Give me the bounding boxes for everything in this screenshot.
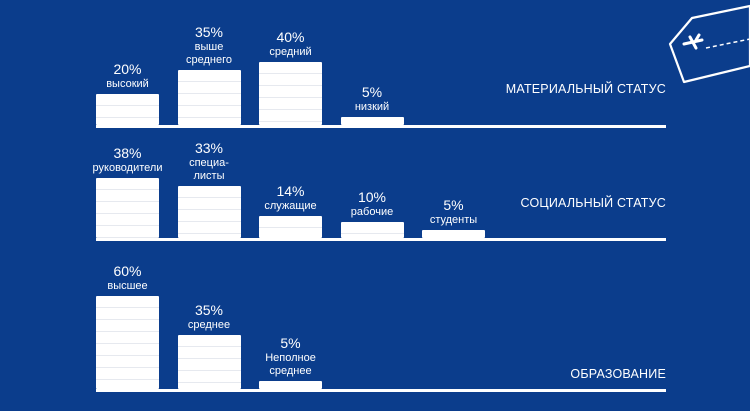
bar <box>96 94 159 125</box>
data-label: 35% <box>194 302 224 318</box>
data-label: 38% <box>113 145 142 161</box>
bar <box>340 117 404 125</box>
category-label: студенты <box>429 214 478 226</box>
category-label: средний <box>269 46 312 58</box>
data-label: 5% <box>361 84 383 100</box>
category-label: высокий <box>106 78 149 90</box>
axis-baseline <box>96 389 666 392</box>
data-label: 5% <box>280 335 301 351</box>
airplane-luggage-tag-icon <box>668 4 750 84</box>
data-label: 35% <box>194 24 224 40</box>
data-label: 33% <box>194 140 224 156</box>
group-label: СОЦИАЛЬНЫЙ СТАТУС <box>520 196 666 210</box>
bar <box>177 335 241 389</box>
category-label: высшее <box>107 280 148 292</box>
category-label: Неполное среднее <box>265 352 316 377</box>
category-label: руководители <box>92 162 163 174</box>
data-label: 40% <box>276 29 305 45</box>
axis-baseline <box>96 238 666 241</box>
data-label: 5% <box>443 197 464 213</box>
category-label: рабочие <box>350 206 394 218</box>
axis-baseline <box>96 125 666 128</box>
data-label: 10% <box>357 189 387 205</box>
bar <box>96 296 159 389</box>
bar <box>259 381 322 389</box>
category-label: низкий <box>354 101 390 113</box>
category-label: среднее <box>187 319 231 331</box>
bar <box>259 216 322 238</box>
bar <box>177 70 241 125</box>
group-label: МАТЕРИАЛЬНЫЙ СТАТУС <box>505 82 666 96</box>
category-label: специа- листы <box>189 157 229 182</box>
category-label: выше среднего <box>186 41 232 66</box>
bar <box>96 178 159 238</box>
bar <box>259 62 322 125</box>
bar <box>340 222 404 238</box>
group-label: ОБРАЗОВАНИЕ <box>570 367 666 381</box>
bar <box>177 186 241 238</box>
data-label: 20% <box>113 61 142 77</box>
data-label: 14% <box>276 183 305 199</box>
data-label: 60% <box>113 263 142 279</box>
bar <box>422 230 485 238</box>
category-label: служащие <box>264 200 317 212</box>
